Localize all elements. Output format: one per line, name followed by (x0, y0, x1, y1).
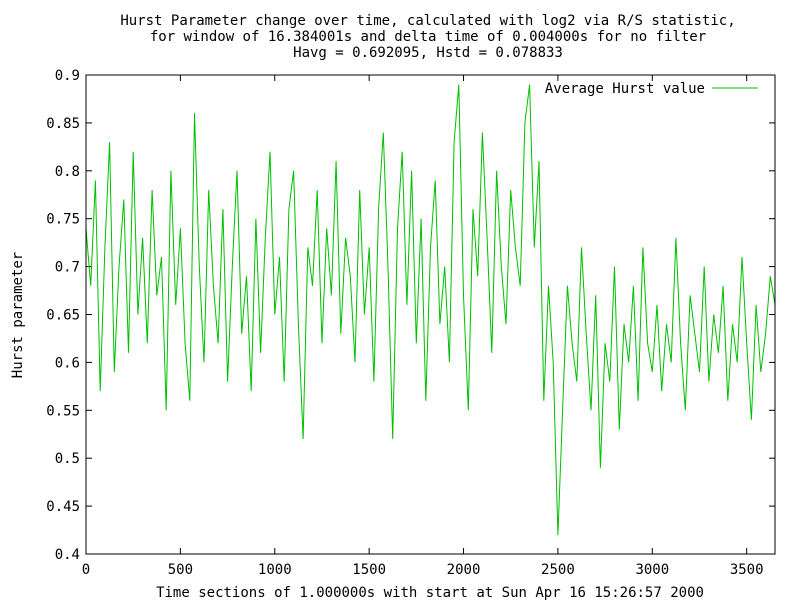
y-axis-ticks: 0.4 0.45 0.5 0.55 0.6 0.65 0.7 0.75 0.8 0.85 0.9 (46, 68, 80, 563)
x-tick-label: 1000 (258, 562, 292, 578)
x-tick-label: 500 (168, 562, 193, 578)
x-axis-ticks: 0 500 1000 1500 2000 2500 3000 3500 (82, 562, 764, 578)
y-tick-label: 0.5 (55, 451, 80, 467)
x-axis-label: Time sections of 1.000000s with start at… (156, 585, 704, 600)
chart-title-line-1: Hurst Parameter change over time, calcul… (120, 13, 735, 29)
y-axis-label: Hurst parameter (10, 252, 26, 378)
y-tick-label: 0.55 (46, 403, 80, 419)
y-tick-label: 0.8 (55, 164, 80, 180)
y-tick-label: 0.9 (55, 68, 80, 84)
y-tick-label: 0.4 (55, 547, 80, 563)
plot-frame (85, 74, 776, 555)
series-line-average-hurst (85, 84, 776, 535)
y-tick-label: 0.65 (46, 308, 80, 324)
x-tick-label: 3500 (730, 562, 764, 578)
y-tick-label: 0.85 (46, 116, 80, 132)
x-tick-label: 3000 (635, 562, 669, 578)
x-tick-label: 1500 (352, 562, 386, 578)
chart-title-line-2: for window of 16.384001s and delta time … (150, 29, 706, 45)
x-tick-label: 2500 (541, 562, 575, 578)
x-tick-label: 2000 (447, 562, 481, 578)
tick-marks (85, 74, 775, 555)
x-tick-label: 0 (82, 562, 90, 578)
y-tick-label: 0.6 (55, 355, 80, 371)
y-tick-label: 0.75 (46, 212, 80, 228)
legend-label: Average Hurst value (545, 81, 705, 97)
chart-title-line-3: Havg = 0.692095, Hstd = 0.078833 (293, 45, 563, 61)
y-tick-label: 0.45 (46, 499, 80, 515)
y-tick-label: 0.7 (55, 260, 80, 276)
